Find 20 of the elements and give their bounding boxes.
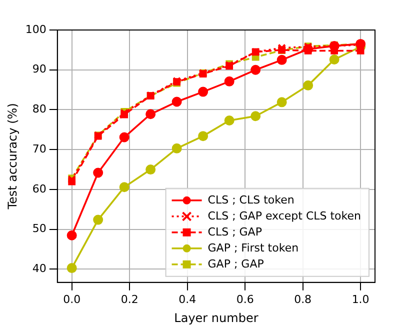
legend-label: GAP ; GAP bbox=[208, 257, 264, 270]
y-tick-label: 60 bbox=[32, 182, 46, 196]
x-tick-label: 0.6 bbox=[236, 292, 254, 306]
x-tick-label: 0.8 bbox=[294, 292, 312, 306]
x-tick-label: 0.4 bbox=[178, 292, 196, 306]
y-tick-label: 70 bbox=[32, 142, 46, 156]
y-tick-label: 100 bbox=[25, 22, 46, 36]
y-tick-label: 80 bbox=[32, 102, 46, 116]
y-axis-title: Test accuracy (%) bbox=[5, 103, 20, 210]
x-tick-label: 0.2 bbox=[120, 292, 138, 306]
y-tick-label: 40 bbox=[32, 262, 46, 276]
x-axis-title: Layer number bbox=[174, 310, 258, 325]
x-tick-label: 1.0 bbox=[352, 292, 370, 306]
legend-label: CLS ; CLS token bbox=[208, 193, 294, 206]
y-tick-label: 90 bbox=[32, 62, 46, 76]
y-tick-label: 50 bbox=[32, 222, 46, 236]
x-tick-label: 0.0 bbox=[63, 292, 81, 306]
legend-label: CLS ; GAP except CLS token bbox=[208, 209, 362, 222]
legend-label: GAP ; First token bbox=[208, 241, 299, 254]
legend-label: CLS ; GAP bbox=[208, 225, 262, 238]
